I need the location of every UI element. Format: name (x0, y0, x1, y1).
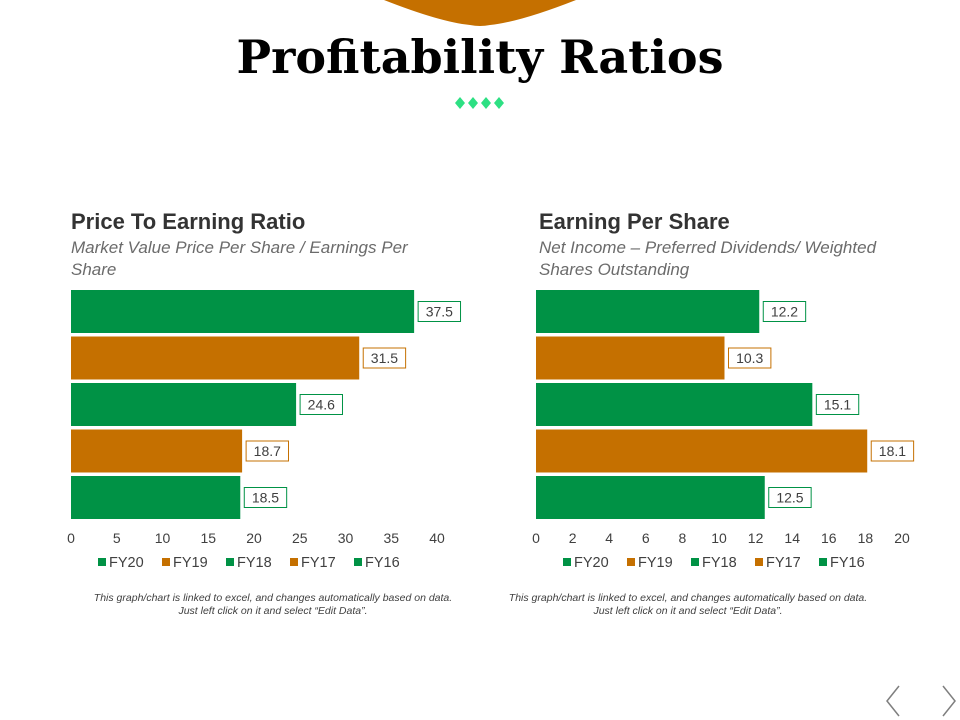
chevron-left-icon[interactable] (884, 684, 904, 718)
x-tick-label: 35 (383, 530, 399, 546)
bar-fy20[interactable] (71, 290, 415, 333)
legend-label[interactable]: FY20 (574, 555, 609, 571)
chart-note-pe-ratio: This graph/chart is linked to excel, and… (93, 592, 453, 617)
bar-fy19[interactable] (536, 336, 725, 380)
x-tick-label: 20 (246, 530, 262, 546)
bar-fy16[interactable] (71, 476, 241, 519)
legend-label[interactable]: FY20 (109, 555, 144, 571)
bar-fy17[interactable] (536, 429, 868, 473)
x-tick-label: 8 (679, 530, 687, 546)
header-decoration (384, 0, 576, 26)
data-label: 18.5 (252, 490, 279, 506)
data-label-box (362, 347, 407, 369)
legend-label[interactable]: FY17 (301, 555, 336, 571)
x-tick-label: 6 (642, 530, 650, 546)
chart-title-pe-ratio: Price To Earning Ratio (71, 209, 306, 234)
legend-label[interactable]: FY19 (638, 555, 673, 571)
x-tick-label: 5 (113, 530, 121, 546)
data-label: 15.1 (824, 397, 851, 413)
legend-swatch (691, 558, 699, 566)
pe-ratio-chart[interactable]: 37.5 31.5 24.6 18.7 18.5 0 5 10 15 20 25 30 35 40 FY20… (50, 280, 470, 580)
x-tick-label: 40 (429, 530, 445, 546)
bar-fy18[interactable] (536, 383, 813, 426)
x-tick-label: 4 (605, 530, 613, 546)
chart-subtitle-eps: Net Income – Preferred Dividends/ Weight… (539, 238, 877, 279)
legend-swatch (354, 558, 362, 566)
legend-label[interactable]: FY18 (702, 555, 737, 571)
data-label: 24.6 (308, 397, 335, 413)
legend-label[interactable]: FY19 (173, 555, 208, 571)
legend-swatch (226, 558, 234, 566)
chart-note-eps: This graph/chart is linked to excel, and… (508, 592, 868, 617)
data-label: 10.3 (736, 350, 763, 366)
x-tick-label: 20 (894, 530, 910, 546)
legend-swatch (98, 558, 106, 566)
legend-label[interactable]: FY16 (365, 555, 400, 571)
data-label: 31.5 (371, 350, 398, 366)
legend-swatch (755, 558, 763, 566)
data-label-box (245, 440, 290, 462)
bar-fy16[interactable] (536, 476, 765, 519)
diamond-ornament-icon (455, 97, 504, 109)
x-tick-label: 10 (155, 530, 171, 546)
chevron-right-icon[interactable] (938, 684, 958, 718)
data-label-box (727, 347, 772, 369)
bar-fy19[interactable] (71, 336, 360, 380)
x-tick-label: 14 (784, 530, 800, 546)
x-tick-label: 0 (532, 530, 540, 546)
data-label: 18.7 (254, 443, 281, 459)
x-tick-label: 16 (821, 530, 837, 546)
x-tick-label: 0 (67, 530, 75, 546)
data-label: 12.5 (776, 490, 803, 506)
data-label-box (762, 301, 807, 322)
legend-swatch (290, 558, 298, 566)
x-tick-label: 30 (338, 530, 354, 546)
data-label-box (243, 487, 288, 508)
legend-swatch (819, 558, 827, 566)
data-label-box (299, 394, 343, 415)
chart-subtitle-pe-ratio: Market Value Price Per Share / Earnings … (71, 238, 408, 279)
data-label: 18.1 (879, 443, 906, 459)
data-label-box (870, 440, 915, 462)
x-tick-label: 15 (200, 530, 216, 546)
legend-label[interactable]: FY16 (830, 555, 865, 571)
bar-fy20[interactable] (536, 290, 760, 333)
eps-chart[interactable]: 12.2 10.3 15.1 18.1 12.5 0 2 4 6 8 10 12 14 16 18 20 FY2… (515, 280, 935, 580)
legend-label[interactable]: FY17 (766, 555, 801, 571)
bar-fy18[interactable] (71, 383, 297, 426)
chart-title-eps: Earning Per Share (539, 209, 730, 234)
data-label-box (815, 394, 860, 415)
x-tick-label: 25 (292, 530, 308, 546)
x-tick-label: 2 (569, 530, 577, 546)
page-title: Profitability Ratios (236, 30, 724, 84)
data-label: 12.2 (771, 304, 798, 320)
legend-label[interactable]: FY18 (237, 555, 272, 571)
legend-swatch (627, 558, 635, 566)
x-tick-label: 18 (858, 530, 874, 546)
x-tick-label: 10 (711, 530, 727, 546)
legend-swatch (563, 558, 571, 566)
x-tick-label: 12 (748, 530, 764, 546)
data-label-box (417, 301, 462, 322)
bar-fy17[interactable] (71, 429, 243, 473)
data-label-box (768, 487, 812, 508)
data-label: 37.5 (426, 304, 453, 320)
legend-swatch (162, 558, 170, 566)
